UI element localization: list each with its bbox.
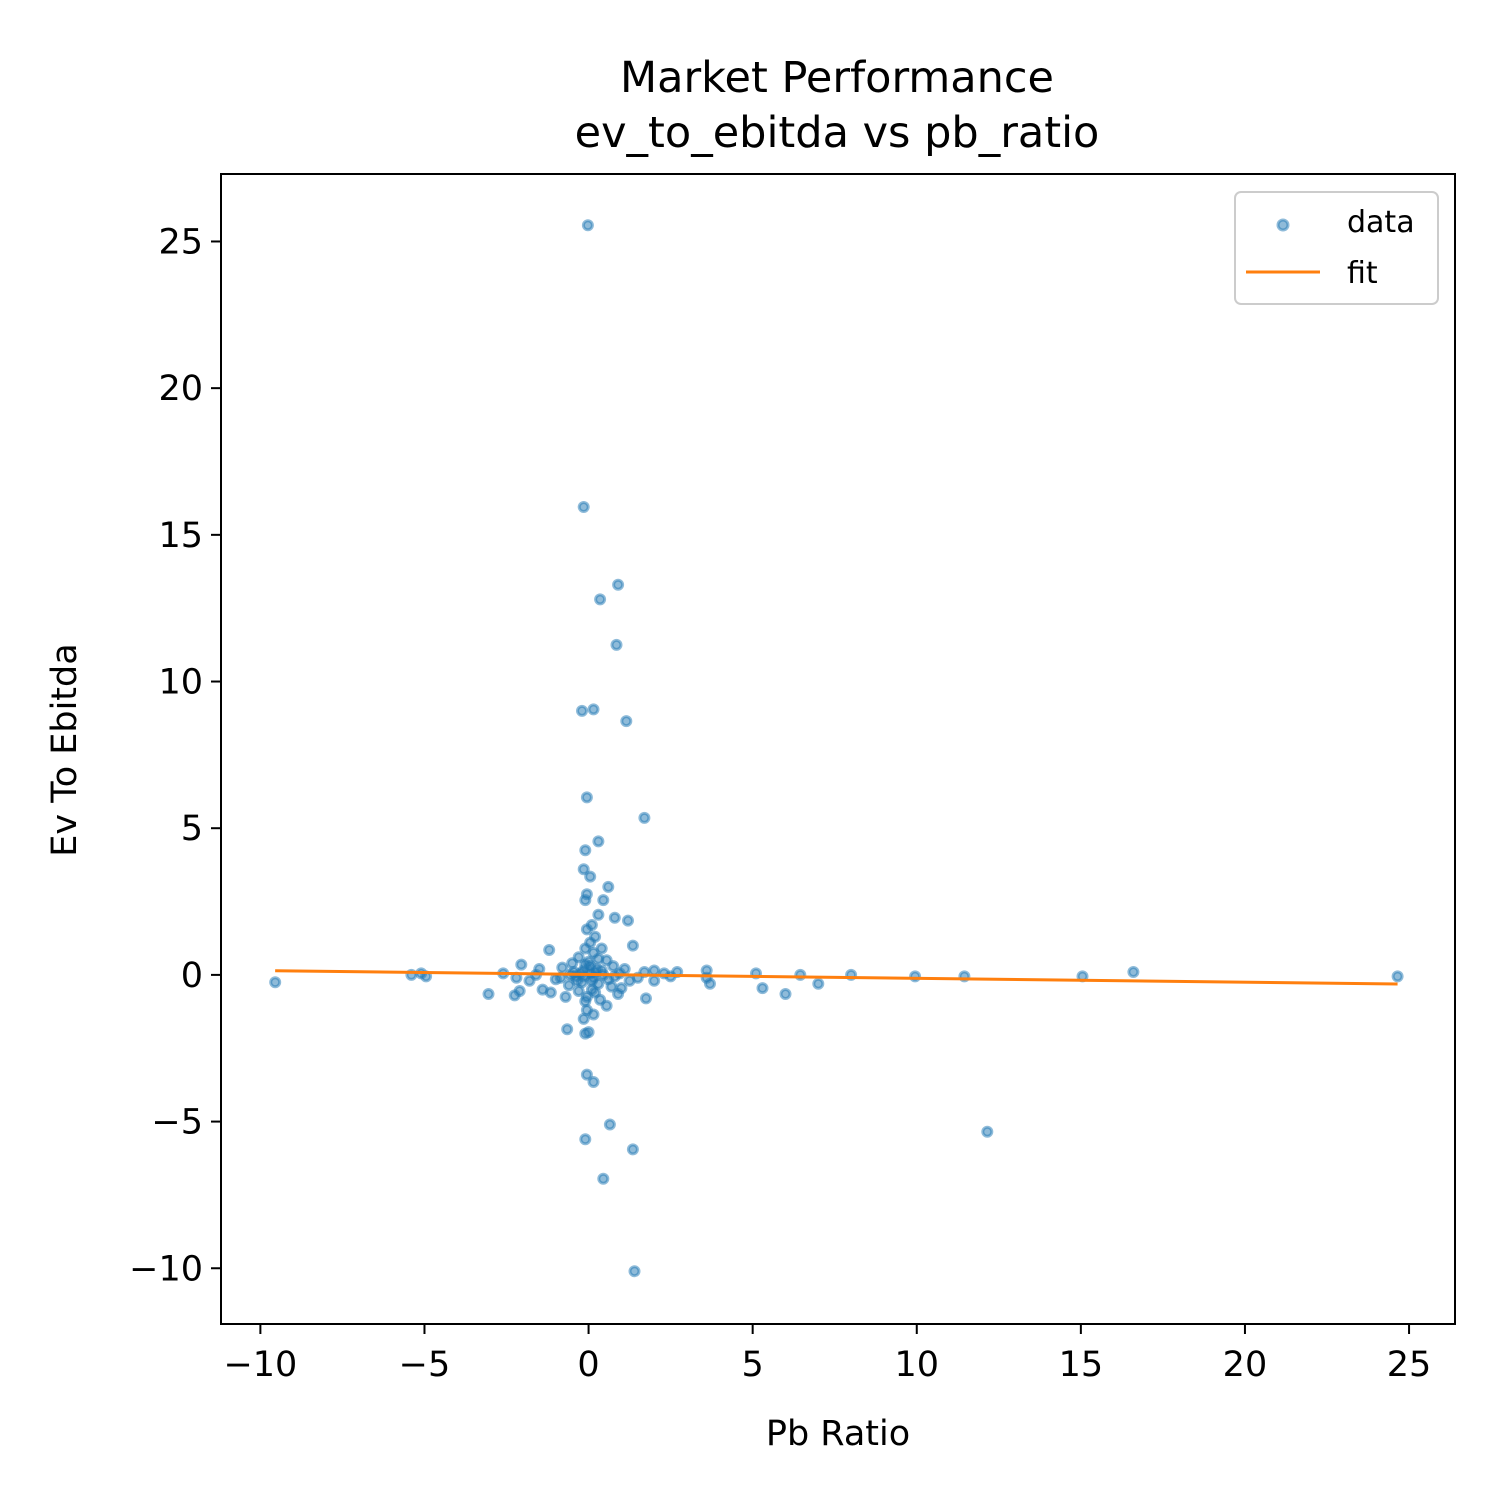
data-point (607, 960, 620, 973)
x-tick-label: 0 (577, 1345, 599, 1385)
data-point (628, 1265, 641, 1278)
data-point (579, 894, 592, 907)
data-point (779, 988, 792, 1000)
data-point (981, 1125, 994, 1138)
y-tick-label: −5 (151, 1103, 203, 1143)
data-point (592, 835, 605, 848)
x-tick-label: 20 (1223, 1345, 1268, 1385)
y-tick-label: −10 (129, 1249, 203, 1289)
y-tick-label: 25 (158, 222, 203, 262)
data-point (543, 944, 556, 956)
data-point (559, 990, 572, 1003)
data-point (584, 870, 597, 883)
plot-frame (220, 173, 1456, 1325)
data-point (580, 990, 593, 1003)
x-tick-label: −10 (223, 1345, 297, 1385)
data-point (579, 1027, 592, 1040)
data-point (269, 976, 282, 989)
data-point (581, 219, 594, 232)
y-tick-label: 0 (181, 956, 203, 996)
data-point (622, 914, 634, 927)
data-point (612, 988, 625, 1000)
x-tick-label: 5 (742, 1345, 764, 1385)
data-point (640, 992, 652, 1005)
data-point (577, 863, 590, 876)
data-point (626, 1143, 639, 1156)
data-point (648, 974, 661, 987)
data-point (610, 638, 623, 651)
fit-line (275, 969, 1398, 986)
y-tick-label: 20 (158, 369, 203, 409)
data-point (587, 1076, 600, 1088)
data-point (602, 880, 615, 893)
data-point (576, 704, 588, 717)
data-point (580, 923, 593, 936)
data-point (579, 1133, 592, 1146)
data-point (756, 982, 769, 995)
data-point (587, 703, 600, 716)
x-tick-label: 25 (1387, 1345, 1432, 1385)
data-point (594, 593, 607, 606)
x-tick-label: −5 (399, 1345, 451, 1385)
y-tick-label: 10 (158, 663, 203, 703)
x-tick-label: 10 (894, 1345, 939, 1385)
data-point (623, 974, 636, 987)
data-point (592, 908, 605, 921)
data-point (513, 985, 526, 997)
legend-data-marker (1276, 218, 1290, 232)
data-point (1391, 970, 1404, 983)
data-point (482, 988, 495, 1000)
data-point (580, 1068, 593, 1081)
data-point (1127, 966, 1140, 978)
data-point (577, 1012, 590, 1025)
data-point (612, 578, 625, 591)
legend-fit-label: fit (1347, 256, 1378, 291)
plot-area (221, 174, 1455, 1324)
data-point (608, 911, 621, 924)
data-point (580, 791, 593, 804)
data-point (603, 1118, 616, 1131)
y-axis-ticks: −10 −5 0 5 10 15 20 25 (129, 222, 221, 1289)
data-point (597, 1172, 610, 1185)
data-point (579, 844, 592, 857)
legend-data-label: data (1347, 205, 1415, 240)
data-point (812, 977, 825, 990)
data-point (561, 1023, 574, 1036)
y-axis-label: Ev To Ebitda (45, 643, 85, 856)
data-point (597, 894, 610, 907)
fit-line-group (275, 969, 1398, 986)
chart-subtitle: ev_to_ebitda vs pb_ratio (575, 108, 1100, 158)
y-tick-label: 15 (158, 516, 203, 556)
data-point (620, 715, 633, 728)
data-point (556, 961, 569, 974)
legend: data fit (1234, 191, 1439, 305)
data-point (638, 811, 651, 824)
data-point (648, 964, 661, 977)
data-point (587, 1008, 600, 1021)
data-point (544, 986, 557, 999)
x-axis-ticks: −10 −5 0 5 10 15 20 25 (223, 1324, 1431, 1385)
data-point (579, 958, 592, 971)
data-point (600, 999, 613, 1012)
data-point (626, 939, 639, 952)
chart-title: Market Performance (620, 53, 1054, 103)
data-point (577, 501, 590, 513)
data-point (515, 958, 528, 971)
x-axis-label: Pb Ratio (766, 1414, 910, 1454)
x-tick-label: 15 (1059, 1345, 1104, 1385)
y-tick-label: 5 (181, 809, 203, 849)
